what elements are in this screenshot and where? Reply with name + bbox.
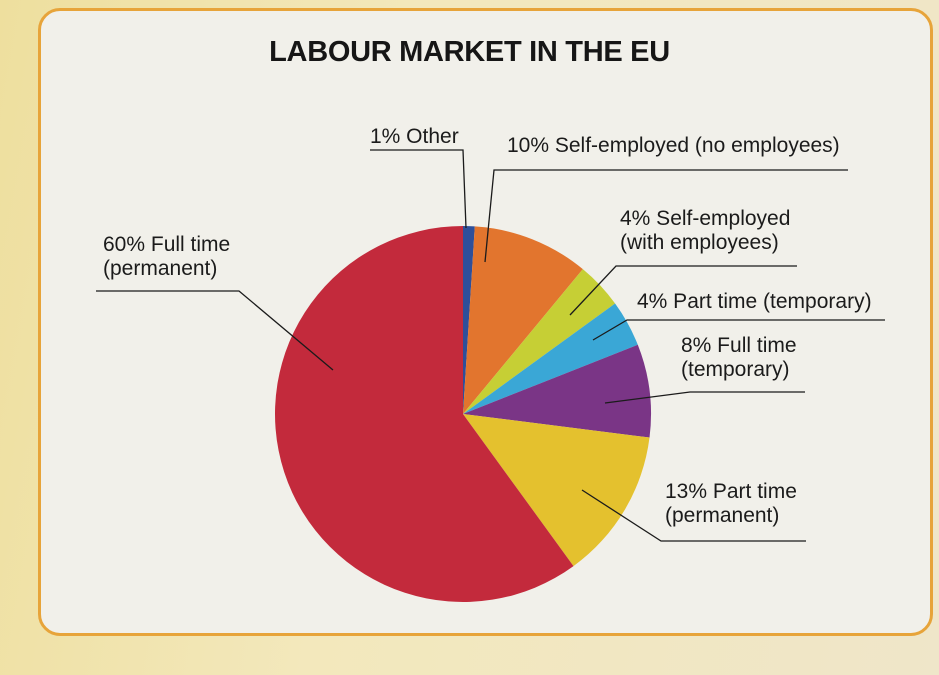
slice-label-line: (permanent) <box>665 504 779 527</box>
slice-label: 4% Part time (temporary) <box>637 290 872 313</box>
slice-label-line: 60% Full time <box>103 233 230 256</box>
pie-slice <box>463 303 638 414</box>
chart-title: LABOUR MARKET IN THE EU <box>269 36 670 68</box>
pie-slice <box>463 344 652 438</box>
slice-label: 4% Self-employed (with employees) <box>620 207 790 254</box>
slice-label-line: 4% Self-employed <box>620 207 790 230</box>
slice-label-line: (temporary) <box>681 358 790 381</box>
pie-slice <box>463 414 650 567</box>
slice-label-line: 8% Full time <box>681 334 797 357</box>
pie-slices <box>275 226 652 602</box>
slice-label-line: 4% Part time (temporary) <box>637 290 872 313</box>
slice-label-line: (permanent) <box>103 257 217 280</box>
leader-line <box>569 265 797 316</box>
leader-lines <box>96 149 885 542</box>
slice-label-line: 13% Part time <box>665 480 797 503</box>
slice-label: 1% Other <box>370 125 459 148</box>
leader-line <box>581 489 806 542</box>
leader-line <box>96 290 334 371</box>
pie-slice <box>463 226 583 414</box>
slice-label-line: 10% Self-employed (no employees) <box>507 134 840 157</box>
pie-slice <box>463 269 616 414</box>
leader-line <box>604 391 805 404</box>
slice-label: 8% Full time (temporary) <box>681 334 797 381</box>
slice-labels: 1% Other 10% Self-employed (no employees)… <box>103 125 872 527</box>
pie-slice <box>275 226 574 602</box>
slice-label: 60% Full time (permanent) <box>103 233 230 280</box>
slice-label: 13% Part time (permanent) <box>665 480 797 527</box>
leader-line <box>592 319 885 341</box>
pie-slice <box>463 226 475 414</box>
leader-line <box>484 169 848 263</box>
slice-label: 10% Self-employed (no employees) <box>507 134 840 157</box>
slice-label-line: (with employees) <box>620 231 779 254</box>
leader-line <box>370 149 467 229</box>
slice-label-line: 1% Other <box>370 125 459 148</box>
